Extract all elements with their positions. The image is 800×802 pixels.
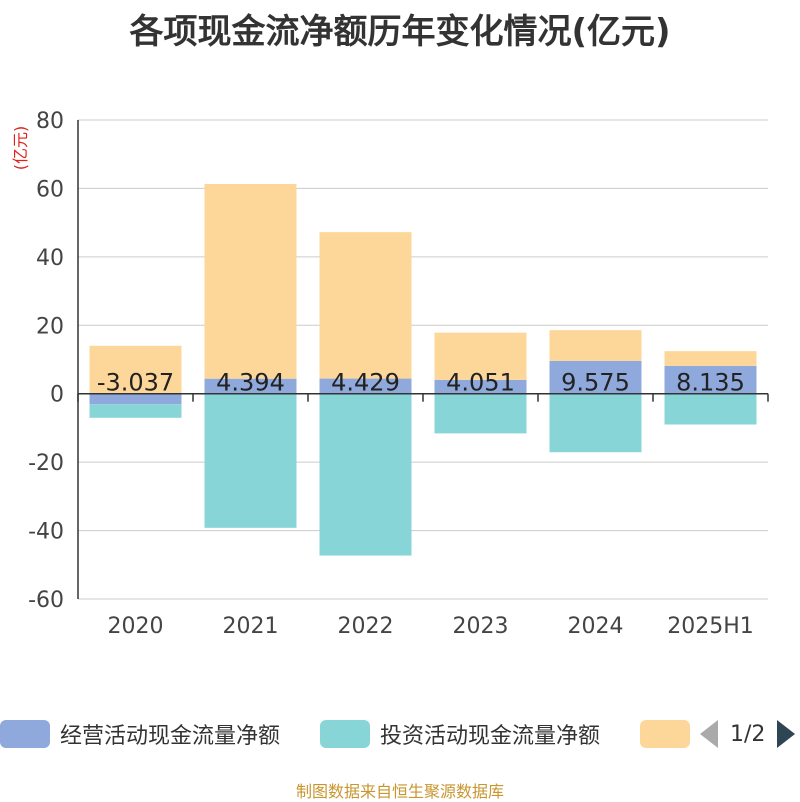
bar-third-2020	[89, 345, 182, 394]
bar-operating-2024	[549, 360, 642, 394]
bar-investing-2024	[549, 393, 642, 453]
y-tick-label: 40	[36, 246, 64, 271]
bar-operating-2021	[204, 378, 297, 394]
legend-item-investing[interactable]: 投资活动现金流量净额	[320, 716, 600, 752]
bar-third-2022	[319, 232, 412, 379]
data-label-operating: 9.575	[561, 369, 630, 397]
y-tick-label: -60	[28, 588, 64, 613]
y-tick-label: -40	[28, 520, 64, 545]
y-tick-label: 80	[36, 109, 64, 134]
bar-operating-2022	[319, 378, 412, 394]
x-tick-label: 2020	[108, 614, 164, 639]
legend-label-operating: 经营活动现金流量净额	[60, 724, 281, 749]
data-label-operating: 4.051	[446, 369, 515, 397]
legend-prev-arrow-icon[interactable]	[700, 720, 718, 748]
legend-swatch-investing	[320, 720, 370, 748]
source-note: 制图数据来自恒生聚源数据库	[295, 782, 504, 801]
y-tick-label: -20	[28, 451, 64, 476]
legend-swatch-third	[640, 720, 690, 748]
x-tick-label: 2023	[453, 614, 509, 639]
bar-chart: 80 60 40 20 0 -20 -40 -60 2020 2021 2022 2023 2024 20…	[28, 109, 769, 639]
data-label-operating: 4.394	[216, 369, 285, 397]
data-label-operating: -3.037	[97, 369, 174, 397]
x-tick-label: 2024	[568, 614, 624, 639]
y-tick-label: 20	[36, 314, 64, 339]
data-label-operating: 8.135	[676, 369, 745, 397]
legend-pager: 1/2	[700, 716, 796, 752]
y-tick-label: 60	[36, 177, 64, 202]
y-tick-label: 0	[50, 383, 64, 408]
bar-investing-2023	[434, 393, 527, 434]
legend-next-arrow-icon[interactable]	[777, 720, 796, 748]
legend-item-operating[interactable]: 经营活动现金流量净额	[0, 716, 280, 752]
bar-third-2025H1	[664, 351, 757, 366]
bar-investing-2021	[204, 393, 297, 528]
x-tick-label: 2022	[338, 614, 394, 639]
data-label-operating: 4.429	[331, 369, 400, 397]
chart-title: 各项现金流净额历年变化情况(亿元)	[129, 12, 671, 52]
legend-item-third[interactable]	[640, 716, 690, 752]
bar-investing-2020	[89, 404, 182, 418]
bar-operating-2020	[89, 393, 182, 405]
legend-swatch-operating	[0, 720, 50, 748]
bar-operating-2025H1	[664, 365, 757, 394]
bar-third-2021	[204, 184, 297, 379]
legend: 经营活动现金流量净额 投资活动现金流量净额	[0, 716, 800, 752]
x-tick-label: 2021	[223, 614, 279, 639]
bar-third-2023	[434, 332, 527, 380]
legend-label-investing: 投资活动现金流量净额	[380, 724, 601, 749]
x-tick-label: 2025H1	[667, 614, 754, 639]
bar-third-2024	[549, 330, 642, 361]
bar-operating-2023	[434, 379, 527, 394]
bar-investing-2022	[319, 393, 412, 556]
legend-page-indicator: 1/2	[730, 721, 766, 747]
bar-investing-2025H1	[664, 393, 757, 425]
